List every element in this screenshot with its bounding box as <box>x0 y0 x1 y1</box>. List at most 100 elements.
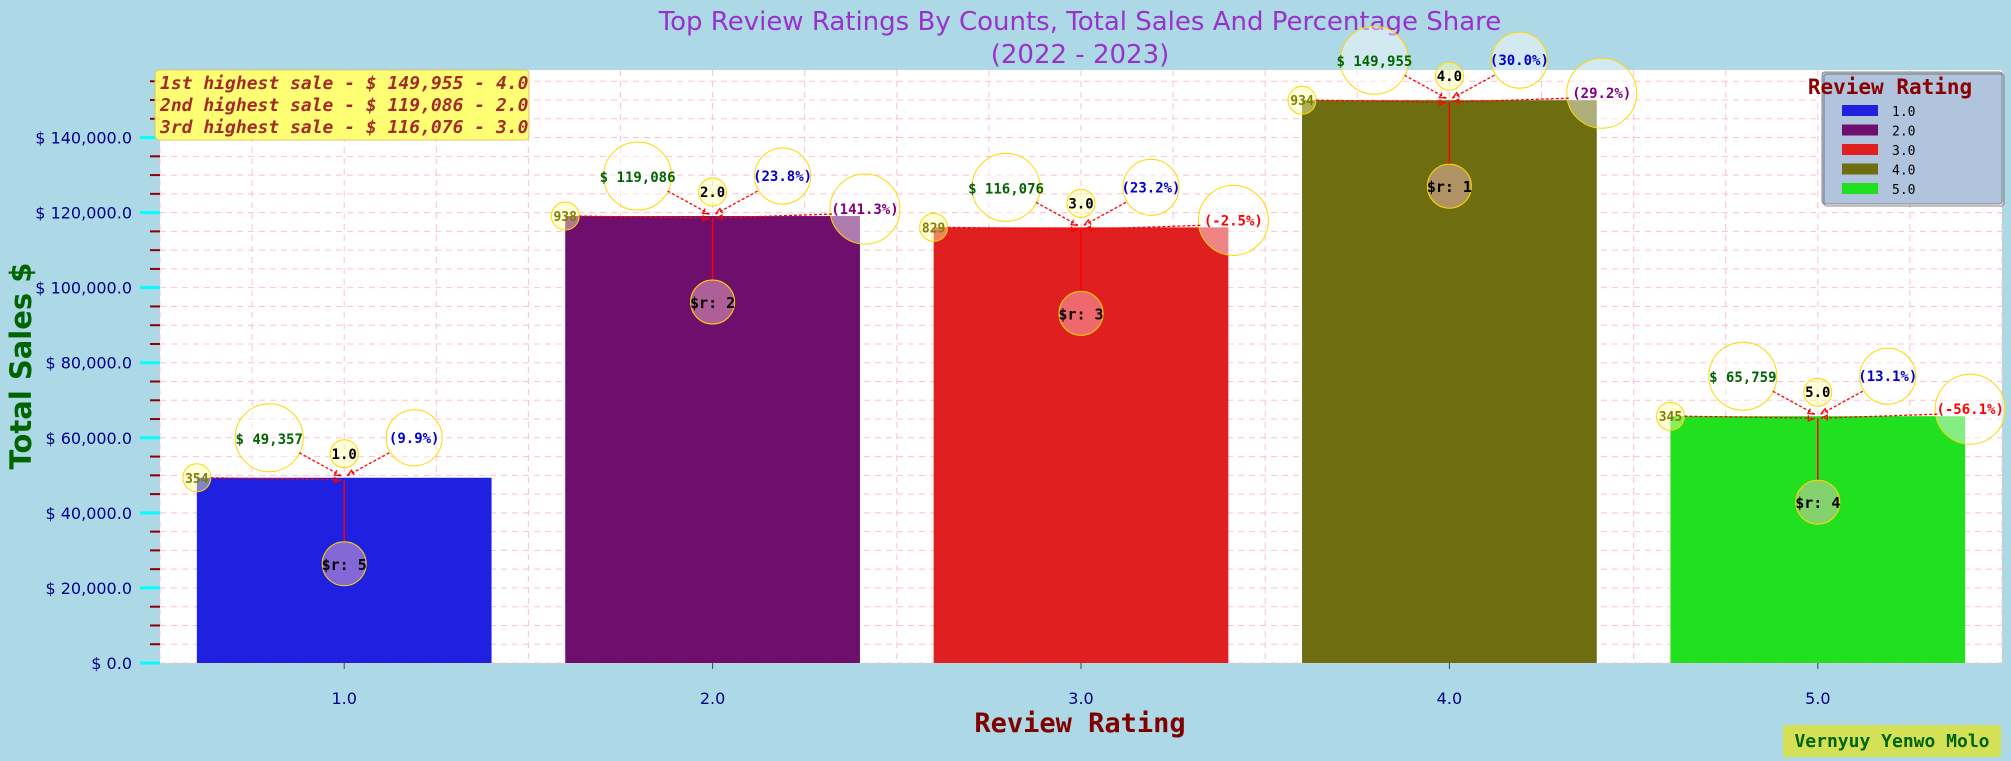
annotation-arrow <box>1452 74 1495 99</box>
annotation-arrow-head <box>1451 91 1460 99</box>
legend-swatch-3.0 <box>1842 144 1878 155</box>
rank-label: $r: 1 <box>1427 178 1472 196</box>
share-label: (30.0%) <box>1490 53 1549 69</box>
count-label: 938 <box>553 210 577 225</box>
count-label: 345 <box>1659 410 1682 425</box>
annotation-arrow <box>1820 413 1938 419</box>
rank-circle <box>1795 479 1841 525</box>
bar-2.0 <box>565 216 860 663</box>
credit-text: Vernyuy Yenwo Molo <box>1794 731 1989 752</box>
rank-circle <box>321 541 367 587</box>
y-tick-label: $ 0.0 <box>91 654 132 673</box>
legend-label: 3.0 <box>1892 144 1915 159</box>
annotation-arrow-head <box>1806 408 1815 415</box>
rank-circle <box>690 279 736 325</box>
rating-circle <box>329 439 359 469</box>
legend-swatch-1.0 <box>1842 105 1878 116</box>
highest-sale-line-1: 1st highest sale - $ 149,955 - 4.0 <box>160 73 529 94</box>
y-axis-label: Total Sales $ <box>4 263 38 470</box>
annotation-arrow <box>667 190 710 215</box>
share-circle <box>1490 31 1548 89</box>
rating-circle <box>1803 377 1833 407</box>
x-axis: 1.0 2.0 3.0 4.0 5.0 <box>331 663 1831 708</box>
rank-label: $r: 5 <box>322 556 367 574</box>
annotation-arrow-head <box>1820 414 1828 421</box>
annotation-arrow-head <box>715 207 724 215</box>
y-tick-label: $ 20,000.0 <box>45 579 132 598</box>
annotation-arrow <box>579 215 710 219</box>
count-label: 934 <box>1290 94 1314 109</box>
share-circle <box>1122 158 1180 216</box>
rating-label: 3.0 <box>1068 196 1093 212</box>
sales-value-label: $ 65,759 <box>1709 370 1776 386</box>
annotation-arrow-head <box>1083 218 1092 226</box>
legend-title: Review Rating <box>1808 75 1972 99</box>
y-tick-label: $ 100,000.0 <box>35 279 132 298</box>
legend-swatch-4.0 <box>1842 163 1878 175</box>
chart-subtitle: (2022 - 2023) <box>991 40 1170 70</box>
sales-circle <box>1339 25 1409 95</box>
y-tick-label: $ 120,000.0 <box>35 204 132 223</box>
legend: Review Rating 1.0 2.0 3.0 4.0 5.0 <box>1808 71 2005 207</box>
annotation-arrow <box>298 452 342 477</box>
annotation-arrow-head <box>1069 219 1079 226</box>
annotation-arrow-head <box>1807 415 1816 422</box>
y-tick-label: $ 80,000.0 <box>45 354 132 373</box>
highest-sale-line-2: 2nd highest sale - $ 119,086 - 2.0 <box>159 95 529 116</box>
x-tick-label: 2.0 <box>700 689 725 708</box>
rank-label: $r: 4 <box>1795 494 1840 512</box>
change-label: (29.2%) <box>1572 86 1631 102</box>
sales-value-label: $ 116,076 <box>968 181 1044 197</box>
bars <box>196 100 1966 664</box>
legend-label: 1.0 <box>1892 105 1915 120</box>
share-label: (13.1%) <box>1858 369 1917 385</box>
share-label: (9.9%) <box>389 431 440 447</box>
share-circle <box>754 147 812 205</box>
annotation-arrow <box>1684 415 1815 419</box>
annotation-arrow <box>1820 390 1864 415</box>
rank-label: $r: 3 <box>1058 305 1103 323</box>
highest-sales-box: 1st highest sale - $ 149,955 - 4.0 2nd h… <box>154 69 530 141</box>
annotation-arrow <box>210 477 342 481</box>
count-label: 829 <box>922 221 945 236</box>
legend-label: 4.0 <box>1892 164 1915 179</box>
legend-label: 5.0 <box>1892 183 1915 198</box>
annotation-arrow-head <box>702 215 710 222</box>
y-axis: $ 0.0 $ 20,000.0 $ 40,000.0 $ 60,000.0 $ 80,… <box>35 80 160 673</box>
change-circle <box>1566 57 1638 129</box>
annotation-arrow-head <box>1452 98 1460 105</box>
annotation-arrow <box>1083 201 1127 226</box>
x-tick-label: 4.0 <box>1437 689 1462 708</box>
bar-annotations: 354 $ 49,357 1.0 (9.9%) $r: 5 938 $ 119,086 2.0… <box>182 25 2006 587</box>
chart-title: Top Review Ratings By Counts, Total Sale… <box>658 7 1502 37</box>
annotation-arrow <box>1772 390 1816 415</box>
annotation-arrow-head <box>333 469 342 477</box>
bar-4.0 <box>1302 100 1597 663</box>
annotation-arrow-head <box>1070 226 1079 233</box>
legend-swatch-2.0 <box>1842 124 1878 136</box>
rating-circle <box>1434 61 1464 91</box>
rating-label: 4.0 <box>1437 69 1462 85</box>
annotation-arrow <box>346 452 390 477</box>
sales-circle <box>1708 341 1778 411</box>
annotation-arrow <box>1404 74 1447 99</box>
share-label: (23.8%) <box>753 169 812 185</box>
rank-label: $r: 2 <box>690 294 735 312</box>
annotation-arrow-head <box>334 476 342 484</box>
sales-circle <box>603 141 673 211</box>
annotation-arrow-head <box>1820 407 1829 415</box>
change-label: (-56.1%) <box>1936 402 2003 418</box>
rating-circle <box>698 177 728 207</box>
bar-3.0 <box>933 227 1229 664</box>
y-tick-label: $ 60,000.0 <box>45 429 132 448</box>
count-label: 354 <box>185 472 209 487</box>
change-circle <box>1934 373 2006 445</box>
annotation-arrow <box>1452 97 1569 103</box>
annotation-arrow <box>1035 201 1079 226</box>
legend-label: 2.0 <box>1892 125 1915 140</box>
share-label: (23.2%) <box>1121 180 1180 196</box>
annotation-arrow-head <box>1438 92 1447 99</box>
sales-value-label: $ 149,955 <box>1336 54 1412 70</box>
share-circle <box>1859 347 1917 405</box>
